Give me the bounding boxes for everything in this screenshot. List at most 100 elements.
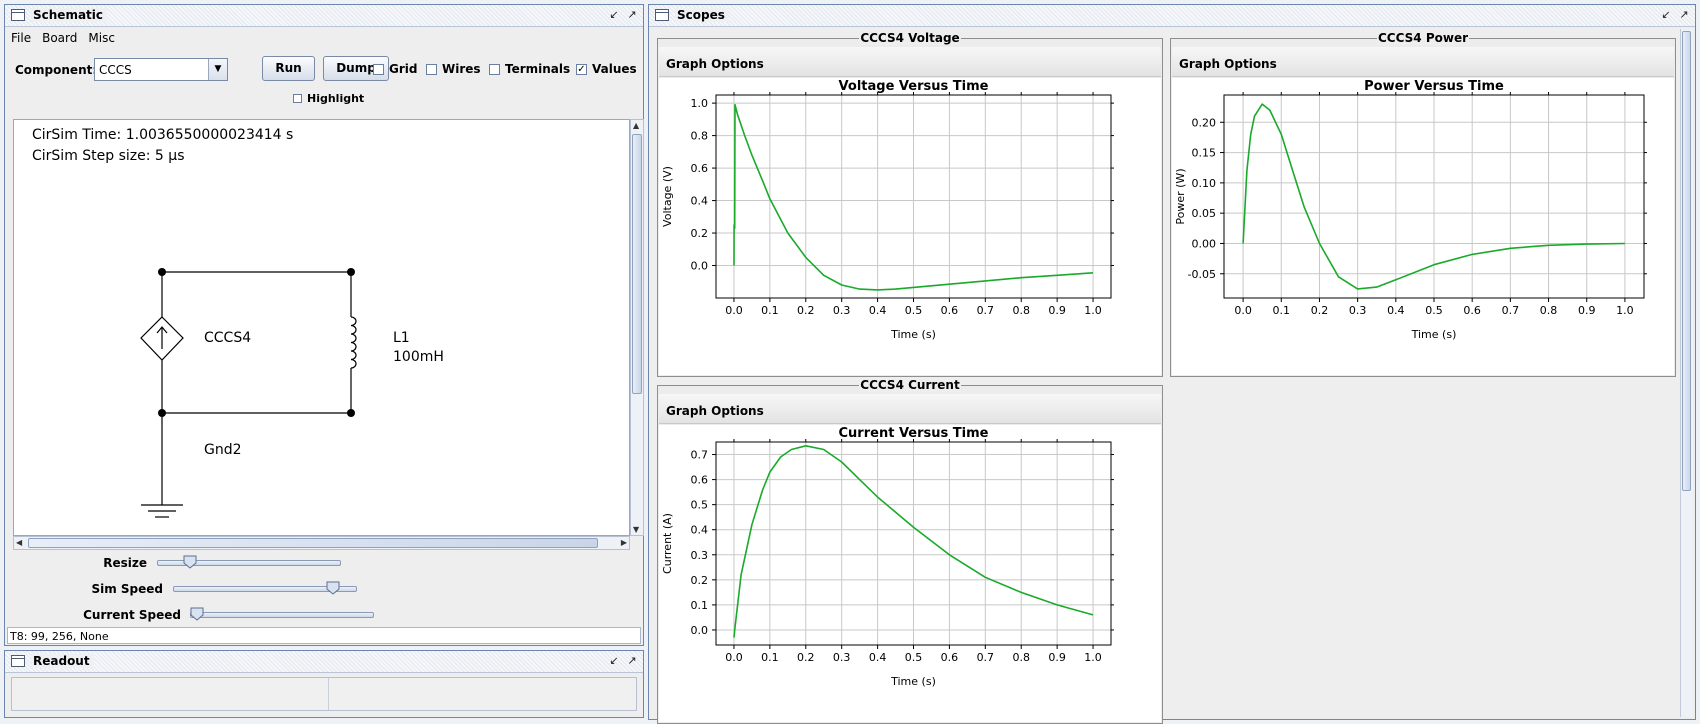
current-speed-slider-knob[interactable]	[190, 607, 204, 621]
maximize-icon[interactable]: ↗	[1679, 8, 1689, 21]
y-tick-label: 0.8	[691, 130, 709, 143]
voltage-panel-title: CCCS4 Voltage	[658, 31, 1162, 45]
y-tick-label: 0.7	[691, 449, 709, 462]
power-panel-title: CCCS4 Power	[1171, 31, 1675, 45]
chart-title: Current Versus Time	[839, 426, 989, 441]
values-label: Values	[592, 62, 637, 76]
y-axis-label: Voltage (V)	[661, 166, 674, 227]
maximize-icon[interactable]: ↗	[627, 654, 637, 667]
minimize-icon[interactable]: ↙	[609, 654, 619, 667]
scroll-down-icon[interactable]: ▼	[633, 525, 640, 534]
highlight-checkbox-box[interactable]	[293, 94, 302, 103]
canvas-horizontal-scrollbar[interactable]: ◀ ▶	[13, 536, 630, 550]
x-tick-label: 0.4	[869, 304, 887, 317]
horizontal-scroll-thumb[interactable]	[28, 538, 598, 548]
status-bar: T8: 99, 256, None	[7, 627, 641, 644]
chevron-down-icon[interactable]: ▼	[208, 59, 227, 80]
readout-divider	[328, 678, 329, 710]
scroll-up-icon[interactable]: ▲	[633, 121, 640, 130]
sim-speed-slider-knob[interactable]	[326, 581, 340, 595]
readout-content	[11, 677, 637, 711]
y-tick-label: 0.5	[691, 499, 709, 512]
grid-checkbox-box[interactable]	[373, 63, 384, 75]
scopes-title: Scopes	[675, 8, 729, 22]
component-select[interactable]: CCCS ▼	[94, 58, 228, 81]
wires-checkbox[interactable]: Wires	[426, 62, 481, 76]
terminals-label: Terminals	[505, 62, 571, 76]
node-dot[interactable]	[158, 409, 166, 417]
readout-titlebar[interactable]: Readout ↙ ↗	[5, 651, 643, 673]
inductor-icon[interactable]	[350, 316, 357, 369]
scopes-scroll-thumb[interactable]	[1682, 31, 1691, 491]
power-plot: Power Versus Time 0.0 0.1 0.2 0.3 0.4 0.5 0.6 0.…	[1172, 78, 1674, 375]
menu-board[interactable]: Board	[42, 31, 78, 45]
x-axis-label: Time (s)	[890, 675, 936, 688]
scroll-right-icon[interactable]: ▶	[620, 538, 627, 547]
voltage-graph-options-button[interactable]: Graph Options	[659, 47, 1161, 77]
highlight-label: Highlight	[307, 92, 365, 105]
x-tick-label: 0.0	[725, 651, 743, 664]
scopes-titlebar[interactable]: Scopes ↙ ↗	[649, 5, 1695, 27]
menu-misc[interactable]: Misc	[88, 31, 115, 45]
y-axis-label: Current (A)	[661, 513, 674, 574]
power-panel-title-text: CCCS4 Power	[1377, 31, 1469, 45]
cccs-label: CCCS4	[204, 330, 251, 346]
terminals-checkbox-box[interactable]	[489, 63, 500, 75]
node-dot[interactable]	[347, 409, 355, 417]
wires-checkbox-box[interactable]	[426, 63, 437, 75]
chart-title: Power Versus Time	[1364, 79, 1504, 94]
y-tick-label: 0.0	[691, 624, 709, 637]
readout-title: Readout	[31, 654, 94, 668]
current-graph-options-button[interactable]: Graph Options	[659, 394, 1161, 424]
vertical-scroll-thumb[interactable]	[632, 134, 642, 394]
highlight-checkbox[interactable]: Highlight	[293, 92, 364, 105]
y-tick-label: 0.6	[691, 474, 709, 487]
minimize-icon[interactable]: ↙	[1661, 8, 1671, 21]
node-dot[interactable]	[158, 268, 166, 276]
y-tick-label: 0.4	[691, 195, 709, 208]
scopes-vertical-scrollbar[interactable]	[1680, 29, 1693, 717]
sim-speed-slider[interactable]	[173, 586, 357, 592]
run-button[interactable]: Run	[262, 56, 315, 81]
values-checkbox[interactable]: ✓ Values	[576, 62, 637, 76]
resize-slider[interactable]	[157, 560, 341, 566]
x-tick-label: 1.0	[1084, 304, 1102, 317]
menu-bar: File Board Misc	[5, 28, 643, 50]
resize-slider-knob[interactable]	[183, 555, 197, 569]
x-tick-label: 0.6	[941, 304, 959, 317]
maximize-icon[interactable]: ↗	[627, 8, 637, 21]
voltage-plot: Voltage Versus Time 0.0 0.1 0.2 0.3 0.4 0.5 0.6…	[659, 78, 1161, 375]
x-tick-label: 0.0	[1234, 304, 1252, 317]
minimize-icon[interactable]: ↙	[609, 8, 619, 21]
x-tick-label: 0.4	[1387, 304, 1405, 317]
wires-label: Wires	[442, 62, 481, 76]
terminals-checkbox[interactable]: Terminals	[489, 62, 570, 76]
power-graph-options-button[interactable]: Graph Options	[1172, 47, 1674, 77]
x-tick-label: 0.1	[1273, 304, 1291, 317]
ground-icon[interactable]	[141, 504, 183, 518]
scroll-left-icon[interactable]: ◀	[16, 538, 23, 547]
values-checkbox-box[interactable]: ✓	[576, 63, 587, 75]
y-tick-label: 0.00	[1192, 237, 1217, 250]
current-speed-slider[interactable]	[190, 612, 374, 618]
menu-file[interactable]: File	[11, 31, 32, 45]
schematic-canvas[interactable]: CirSim Time: 1.0036550000023414 s CirSim…	[13, 119, 630, 536]
step-size-text: CirSim Step size: 5 µs	[32, 148, 184, 164]
window-icon	[11, 655, 25, 667]
node-dot[interactable]	[347, 268, 355, 276]
series-line	[733, 444, 1094, 638]
power-chart: Power Versus Time 0.0 0.1 0.2 0.3 0.4 0.5 0.6 0.…	[1174, 79, 1647, 341]
x-tick-label: 0.2	[1311, 304, 1329, 317]
cccs-source-icon[interactable]	[140, 316, 184, 361]
x-tick-label: 0.8	[1540, 304, 1558, 317]
window-icon	[11, 9, 25, 21]
canvas-vertical-scrollbar[interactable]: ▲ ▼	[630, 119, 644, 536]
series-line	[733, 103, 1094, 291]
schematic-titlebar[interactable]: Schematic ↙ ↗	[5, 5, 643, 27]
x-tick-label: 0.3	[833, 304, 851, 317]
current-speed-label: Current Speed	[83, 608, 181, 622]
chart-title: Voltage Versus Time	[839, 79, 989, 94]
component-label: Component:	[15, 63, 98, 77]
grid-checkbox[interactable]: Grid	[373, 62, 417, 76]
x-tick-label: 0.8	[1012, 304, 1030, 317]
